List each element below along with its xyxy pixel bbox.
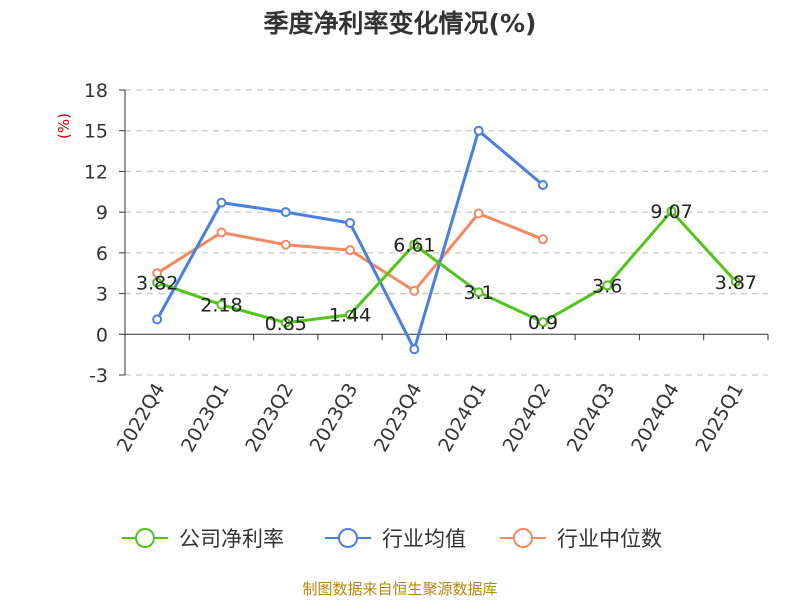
data-point [602, 280, 613, 291]
data-label: 2.18 [200, 295, 242, 317]
y-tick-label: -3 [89, 365, 108, 387]
data-point [730, 276, 741, 287]
data-point [280, 317, 291, 328]
x-tick-label: 2024Q3 [563, 380, 620, 456]
y-tick-label: 0 [96, 324, 108, 346]
series-line [156, 209, 738, 325]
data-point [152, 268, 163, 279]
x-tick-label: 2023Q2 [241, 380, 298, 456]
data-label: 0.85 [265, 313, 307, 335]
data-point [666, 206, 677, 217]
data-point [152, 314, 163, 325]
y-tick-label: 6 [96, 243, 108, 265]
y-tick-label: 15 [84, 121, 108, 143]
y-tick-labels: -3 0 3 6 9 12 15 18 [84, 80, 108, 387]
data-point [537, 180, 548, 190]
x-tick-label: 2024Q4 [627, 380, 684, 456]
source-note: 制图数据来自恒生聚源数据库 [302, 580, 497, 598]
y-tick-label: 3 [96, 284, 108, 306]
data-point [473, 125, 484, 136]
data-point [537, 317, 548, 328]
data-labels: 3.82 2.18 0.85 1.44 6.61 3.1 0.9 3.6 9.07 3.87 [136, 201, 757, 335]
x-tick-label: 2024Q1 [434, 380, 491, 456]
data-label: 3.6 [592, 275, 622, 297]
series-group [152, 125, 741, 355]
legend-marker [135, 528, 155, 548]
data-label: 6.61 [393, 235, 435, 257]
data-label: 0.9 [528, 312, 558, 334]
x-tick-label: 2023Q3 [306, 380, 363, 456]
data-label: 9.07 [650, 201, 692, 223]
data-point [216, 227, 227, 238]
data-point [216, 299, 227, 310]
data-point [345, 309, 356, 320]
x-tick-label: 2023Q4 [370, 380, 427, 456]
x-tick-label: 2023Q1 [177, 380, 234, 456]
legend-marker [513, 528, 533, 548]
data-label: 1.44 [329, 305, 371, 327]
data-point [152, 277, 163, 288]
data-label: 3.87 [715, 272, 757, 294]
data-point [345, 218, 356, 228]
y-tick-label: 18 [84, 80, 108, 102]
x-tick-label: 2022Q4 [113, 380, 170, 456]
data-point [537, 234, 548, 245]
x-tick-label: 2024Q2 [499, 380, 556, 456]
data-point [409, 344, 420, 355]
y-tick-label: 9 [96, 202, 108, 224]
data-label: 3.1 [464, 282, 494, 304]
chart-title: 季度净利率变化情况(%) [264, 9, 537, 38]
legend-label: 行业均值 [382, 527, 466, 551]
data-point [409, 239, 420, 250]
data-point [409, 285, 420, 296]
axes [119, 89, 769, 376]
legend-label: 公司净利率 [179, 527, 284, 551]
legend-label: 行业中位数 [557, 527, 662, 551]
y-tick-label: 12 [84, 161, 108, 183]
data-point [216, 197, 227, 208]
y-axis-unit: (%) [55, 113, 73, 139]
data-label: 3.82 [136, 272, 178, 294]
data-point [473, 208, 484, 219]
data-point [345, 245, 356, 256]
x-tick-label: 2025Q1 [691, 380, 748, 456]
legend-marker [338, 528, 358, 548]
data-point [280, 207, 291, 218]
data-point [473, 287, 484, 298]
x-tick-labels: 2022Q4 2023Q1 2023Q2 2023Q3 2023Q4 2024Q1 2024… [113, 380, 748, 456]
legend: 公司净利率 行业均值 行业中位数 [122, 527, 662, 551]
data-point [280, 239, 291, 250]
